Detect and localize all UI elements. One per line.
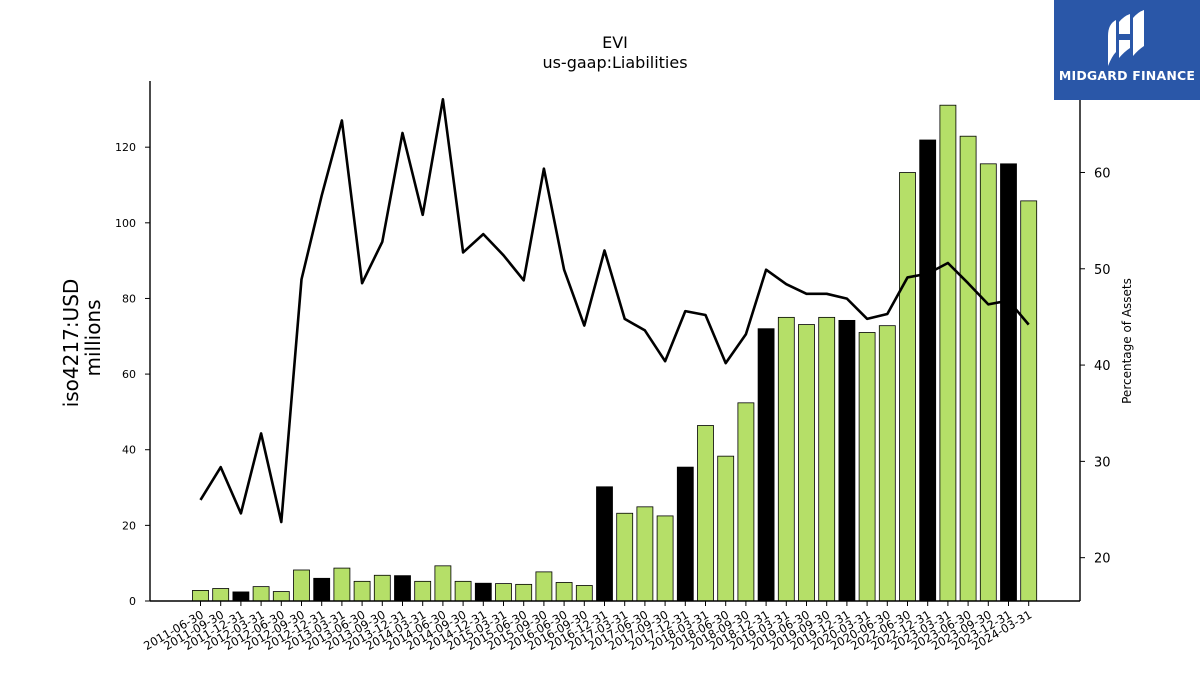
percentage-line — [199, 98, 1030, 524]
bar-2023-03-31 — [939, 104, 957, 602]
y-tick-label: 120 — [115, 141, 136, 154]
brand-logo: MIDGARD FINANCE — [1054, 0, 1200, 100]
bar-2019-03-31 — [777, 316, 795, 602]
bar-2019-06-30 — [798, 324, 815, 602]
y-tick-label: 100 — [115, 217, 136, 230]
bar-2012-12-31 — [313, 577, 331, 602]
y2-tick-label: 60 — [1094, 166, 1111, 181]
bar-2018-06-30 — [717, 455, 735, 602]
y-tick-label: 60 — [122, 368, 136, 381]
y-axis-label-units: millions — [81, 299, 105, 376]
bar-2016-09-30 — [575, 585, 593, 602]
bar-2012-06-30 — [272, 591, 290, 602]
bar-2022-06-30 — [899, 172, 916, 602]
bar-2015-06-30 — [515, 583, 533, 602]
bar-2022-12-31 — [919, 139, 937, 602]
bar-2013-09-30 — [373, 574, 391, 602]
bar-2017-12-31 — [676, 466, 694, 602]
bar-2018-12-31 — [757, 328, 775, 602]
bar-2023-09-30 — [979, 163, 997, 602]
y2-tick-label: 50 — [1094, 263, 1111, 278]
bar-2014-12-31 — [474, 582, 492, 602]
bar-2020-06-30 — [878, 325, 896, 602]
bar-2011-06-30 — [192, 590, 209, 602]
brand-logo-text: MIDGARD FINANCE — [1058, 68, 1196, 83]
y2-tick-label: 40 — [1094, 359, 1111, 374]
chart-subtitle: us-gaap:Liabilities — [542, 53, 687, 72]
y-axis-label: iso4217:USD — [59, 279, 83, 408]
bar-2018-03-31 — [697, 425, 714, 602]
bar-2018-09-30 — [737, 402, 755, 602]
chart-title: EVI — [602, 33, 628, 52]
y-tick-label: 40 — [122, 444, 136, 457]
bar-2024-03-31 — [1020, 200, 1038, 602]
bar-2011-12-31 — [232, 591, 250, 602]
bar-2017-03-31 — [616, 512, 634, 602]
y-tick-label: 0 — [129, 595, 136, 608]
bar-2023-06-30 — [959, 135, 977, 602]
bar-2017-06-30 — [636, 506, 654, 602]
axes-group: 02040608010012020304050602011-06-302011-… — [115, 81, 1111, 653]
bar-2013-06-30 — [353, 580, 371, 602]
bar-2013-03-31 — [333, 567, 351, 602]
bar-2015-09-30 — [535, 571, 553, 602]
y-tick-label: 20 — [122, 519, 136, 532]
bar-2014-06-30 — [434, 565, 452, 602]
y2-tick-label: 30 — [1094, 455, 1111, 470]
bar-2013-12-31 — [394, 575, 411, 602]
bar-2016-06-30 — [555, 582, 573, 602]
bar-2011-09-30 — [212, 588, 230, 602]
y2-axis-label: Percentage of Assets — [1120, 278, 1134, 404]
bar-2014-09-30 — [454, 580, 472, 602]
y-tick-label: 80 — [122, 292, 136, 305]
bar-2023-12-31 — [1000, 163, 1017, 602]
bar-2017-09-30 — [656, 515, 674, 602]
bar-2012-09-30 — [293, 569, 310, 602]
y2-tick-label: 20 — [1094, 552, 1111, 567]
line-group — [199, 98, 1030, 524]
bar-2015-03-31 — [495, 583, 512, 602]
bar-2019-12-31 — [838, 319, 856, 602]
bar-2016-12-31 — [596, 486, 613, 602]
brand-mark-icon — [1108, 10, 1144, 66]
bar-2019-09-30 — [818, 316, 836, 602]
bar-2020-03-31 — [858, 332, 876, 602]
bar-2012-03-31 — [252, 586, 270, 602]
bars-group — [192, 104, 1038, 602]
bar-2014-03-31 — [414, 580, 432, 602]
